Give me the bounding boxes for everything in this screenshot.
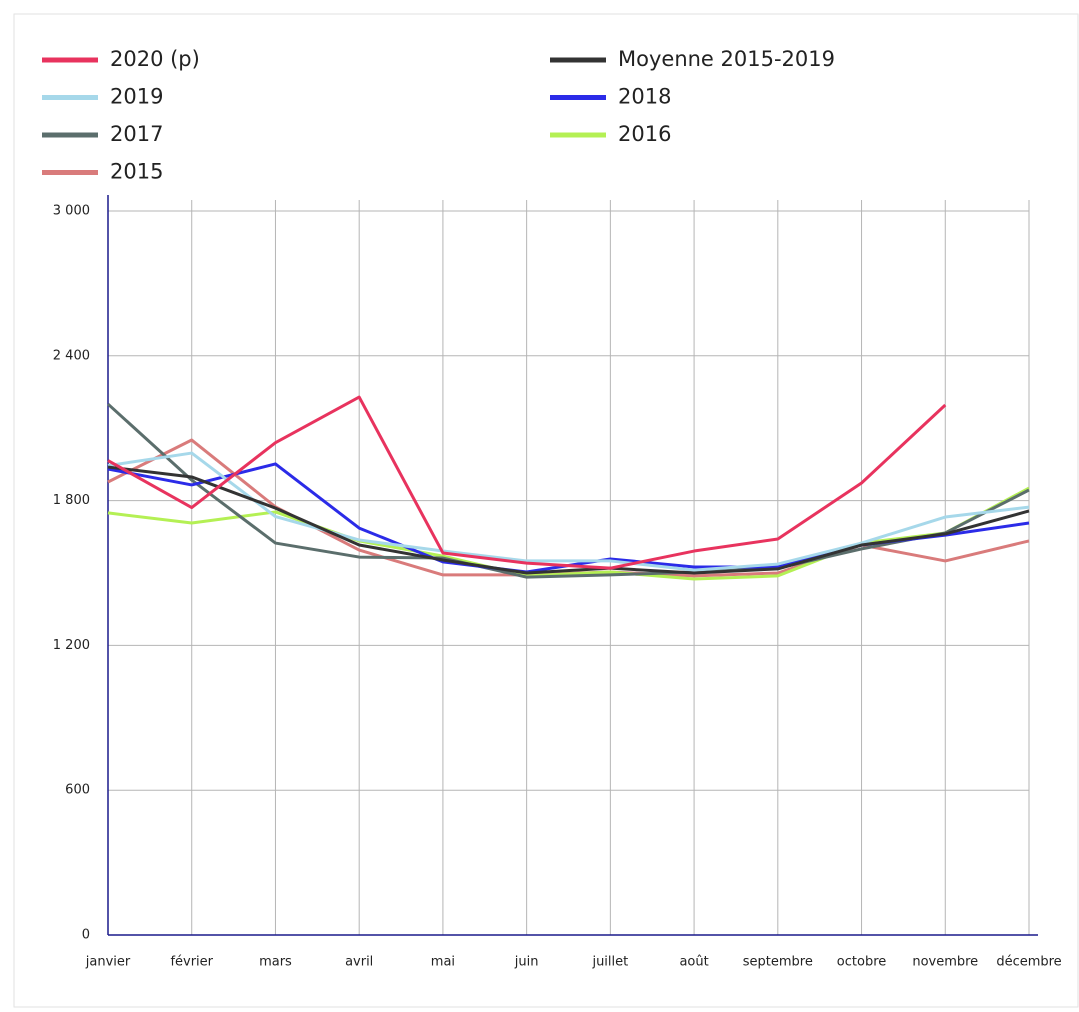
legend-label: 2017 [110, 122, 163, 146]
y-tick-label: 1 800 [53, 493, 90, 508]
series-line [107, 395, 947, 570]
frame [13, 13, 1079, 1008]
x-tick-label: avril [345, 955, 373, 970]
legend-label: 2020 (p) [110, 47, 200, 71]
x-tick-label: mars [259, 955, 292, 970]
x-tick-label: juin [514, 955, 539, 970]
series-line [107, 465, 1030, 575]
series-line [106, 402, 1030, 579]
legend-label: 2015 [110, 160, 163, 184]
series-line [107, 486, 1030, 581]
x-tick-label: novembre [912, 955, 978, 970]
x-tick-label: septembre [743, 955, 813, 970]
x-tick-label: janvier [85, 955, 131, 970]
x-tick-label: décembre [996, 955, 1061, 970]
y-tick-label: 0 [82, 928, 90, 943]
legend-label: 2018 [618, 85, 671, 109]
x-tick-label: février [170, 955, 213, 970]
x-tick-label: mai [431, 955, 455, 970]
y-tick-label: 3 000 [53, 204, 90, 219]
x-tick-label: octobre [837, 955, 886, 970]
x-tick-label: juillet [591, 955, 628, 970]
legend-label: Moyenne 2015-2019 [618, 47, 835, 71]
x-tick-label: août [679, 955, 708, 970]
series-line [107, 451, 1030, 572]
legend-label: 2016 [618, 122, 671, 146]
y-tick-label: 600 [65, 783, 90, 798]
legend-label: 2019 [110, 85, 163, 109]
y-tick-label: 2 400 [53, 348, 90, 363]
y-tick-label: 1 200 [53, 638, 90, 653]
